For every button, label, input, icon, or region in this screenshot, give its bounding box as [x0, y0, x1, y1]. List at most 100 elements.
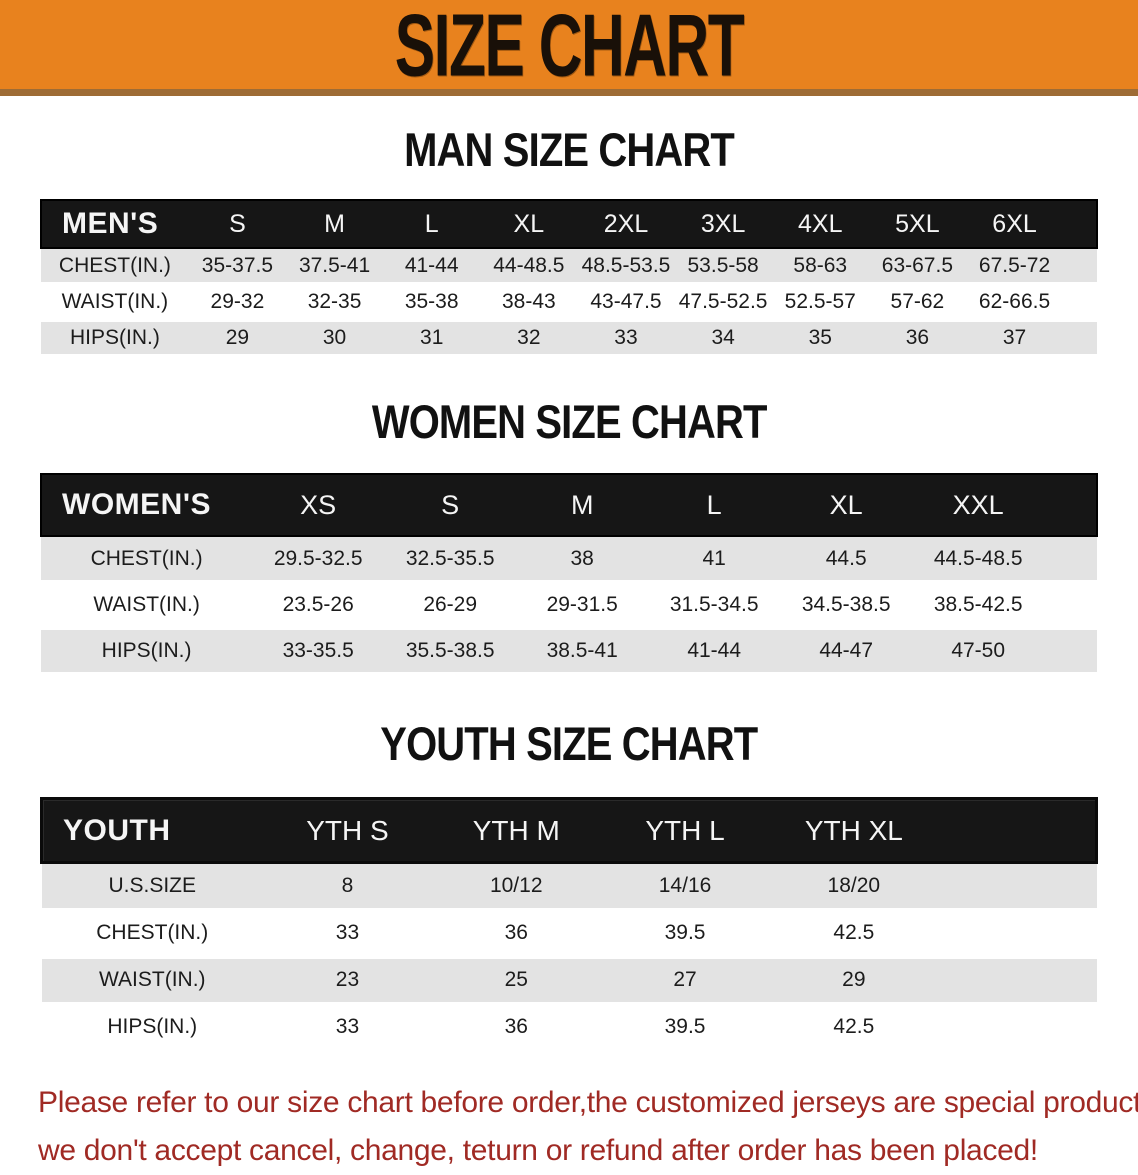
- size-column-header: YTH M: [472, 814, 560, 846]
- size-value-cell: 31: [420, 326, 444, 349]
- women-section-title: WOMEN SIZE CHART: [371, 395, 768, 448]
- measurement-row: CHEST(IN.) 29.5-32.5 32.5-35.5 38 41 44.5 44.5…: [41, 536, 1097, 582]
- size-column-header: 4XL: [798, 209, 843, 238]
- disclaimer-text: Please refer to our size chart before or…: [0, 1053, 1138, 1175]
- row-filler-cell: [938, 1004, 1096, 1051]
- size-column-header: YTH S: [306, 814, 389, 846]
- row-filler-cell: [1044, 536, 1097, 582]
- size-value-cell: 36: [504, 1015, 528, 1038]
- size-value-cell: 63-67.5: [881, 253, 954, 277]
- size-value-cell: 39.5: [664, 1015, 706, 1038]
- size-column-header: 2XL: [603, 209, 649, 238]
- measurement-row: WAIST(IN.) 23.5-26 26-29 29-31.5 31.5-34.5 34…: [41, 582, 1097, 628]
- row-filler-cell: [1063, 248, 1097, 284]
- size-value-cell: 36: [905, 326, 930, 349]
- size-value-cell: 23: [335, 968, 360, 991]
- size-value-cell: 29.5-32.5: [273, 546, 363, 570]
- size-value-cell: 67.5-72: [978, 253, 1051, 277]
- size-value-cell: 29-32: [210, 290, 265, 313]
- size-column-header: YTH XL: [804, 814, 903, 846]
- size-column-header: 5XL: [895, 209, 940, 238]
- size-table-header-row: YOUTH YTH S YTH M YTH L YTH XL: [41, 798, 1097, 863]
- youth-section-title: YOUTH SIZE CHART: [380, 717, 758, 770]
- size-value-cell: 57-62: [890, 290, 945, 313]
- size-value-cell: 27: [673, 968, 697, 991]
- size-value-cell: 8: [341, 873, 354, 897]
- size-value-cell: 29: [842, 968, 866, 991]
- row-label: HIPS(IN.): [70, 326, 160, 349]
- row-label: HIPS(IN.): [101, 639, 192, 662]
- size-column-header: 3XL: [700, 209, 746, 238]
- measurement-row: CHEST(IN.) 33 36 39.5 42.5: [41, 909, 1097, 957]
- size-column-header: XS: [300, 489, 337, 520]
- size-value-cell: 53.5-58: [687, 253, 759, 277]
- row-filler-cell: [1044, 628, 1097, 674]
- header-filler-cell: [938, 799, 1096, 863]
- youth-size-table-wrap: YOUTH YTH S YTH M YTH L YTH XL U.S.SIZE 8 10/12…: [0, 797, 1138, 1053]
- row-filler-cell: [1063, 284, 1097, 320]
- men-size-section: MAN SIZE CHART MEN'S S M L XL 2XL 3XL 4XL 5XL 6XL…: [0, 96, 1138, 358]
- size-value-cell: 26-29: [423, 593, 478, 616]
- measurement-row: HIPS(IN.) 33-35.5 35.5-38.5 38.5-41 41-44 44-…: [41, 628, 1097, 674]
- size-value-cell: 29: [225, 326, 250, 349]
- measurement-row: HIPS(IN.) 29 30 31 32 33 34 35 36 37: [41, 320, 1097, 356]
- row-label: WAIST(IN.): [61, 290, 169, 313]
- size-value-cell: 44.5: [825, 546, 867, 570]
- size-value-cell: 37: [1002, 326, 1027, 349]
- size-value-cell: 35-38: [404, 290, 459, 313]
- size-column-header: XL: [829, 489, 863, 520]
- size-value-cell: 10/12: [489, 873, 543, 897]
- size-value-cell: 33: [335, 921, 360, 944]
- row-label: WAIST(IN.): [99, 968, 206, 991]
- size-column-header: L: [706, 489, 722, 520]
- size-value-cell: 14/16: [658, 873, 712, 897]
- size-value-cell: 29-31.5: [546, 593, 618, 616]
- measurement-row: HIPS(IN.) 33 36 39.5 42.5: [41, 1003, 1097, 1051]
- women-size-table: WOMEN'S XS S M L XL XXL CHEST(IN.) 29.5-32.5 32.5…: [40, 473, 1098, 676]
- size-value-cell: 42.5: [833, 1015, 875, 1038]
- size-value-cell: 38: [570, 546, 594, 570]
- size-value-cell: 38.5-42.5: [933, 593, 1023, 616]
- size-column-header: M: [570, 489, 594, 520]
- youth-size-section: YOUTH SIZE CHART YOUTH YTH S YTH M YTH L YTH…: [0, 676, 1138, 1053]
- size-value-cell: 41: [702, 546, 726, 570]
- size-column-header: M: [324, 209, 345, 238]
- size-value-cell: 34.5-38.5: [801, 593, 891, 616]
- row-filler-cell: [938, 910, 1096, 957]
- measurement-row: WAIST(IN.) 23 25 27 29: [41, 956, 1097, 1004]
- size-value-cell: 25: [504, 968, 528, 991]
- size-value-cell: 33-35.5: [282, 639, 354, 662]
- size-chart-banner: SIZE CHART: [0, 0, 1138, 96]
- size-column-header: XL: [513, 209, 545, 238]
- size-value-cell: 34: [711, 326, 735, 349]
- size-column-header: S: [441, 489, 460, 520]
- measurement-row: U.S.SIZE 8 10/12 14/16 18/20: [41, 862, 1097, 910]
- size-value-cell: 47-50: [951, 639, 1006, 662]
- size-value-cell: 32.5-35.5: [405, 546, 495, 570]
- measurement-row: WAIST(IN.) 29-32 32-35 35-38 38-43 43-47.5 47.…: [41, 284, 1097, 320]
- size-value-cell: 32: [517, 326, 541, 349]
- women-size-section: WOMEN SIZE CHART WOMEN'S XS S M L XL XXL CHEST(…: [0, 358, 1138, 676]
- size-value-cell: 38.5-41: [546, 639, 618, 662]
- size-value-cell: 30: [322, 326, 347, 349]
- row-filler-cell: [938, 863, 1096, 910]
- disclaimer-line-1: Please refer to our size chart before or…: [38, 1085, 1138, 1119]
- size-value-cell: 52.5-57: [784, 290, 856, 313]
- row-label: CHEST(IN.): [90, 546, 203, 570]
- size-value-cell: 47.5-52.5: [678, 290, 768, 313]
- size-value-cell: 32-35: [307, 290, 362, 313]
- size-value-cell: 44.5-48.5: [933, 546, 1023, 570]
- size-value-cell: 35: [808, 326, 832, 349]
- size-column-header: S: [229, 209, 246, 238]
- size-value-cell: 58-63: [793, 253, 848, 277]
- men-section-title: MAN SIZE CHART: [404, 123, 735, 176]
- size-value-cell: 44-48.5: [493, 253, 565, 277]
- size-value-cell: 43-47.5: [590, 290, 662, 313]
- table-group-label: WOMEN'S: [62, 488, 211, 521]
- size-table-header-row: MEN'S S M L XL 2XL 3XL 4XL 5XL 6XL: [41, 200, 1097, 248]
- row-label: CHEST(IN.): [58, 253, 171, 277]
- row-filler-cell: [938, 957, 1096, 1004]
- youth-size-table: YOUTH YTH S YTH M YTH L YTH XL U.S.SIZE 8 10/12…: [40, 797, 1098, 1053]
- size-value-cell: 44-47: [819, 639, 874, 662]
- size-column-header: XXL: [952, 489, 1004, 520]
